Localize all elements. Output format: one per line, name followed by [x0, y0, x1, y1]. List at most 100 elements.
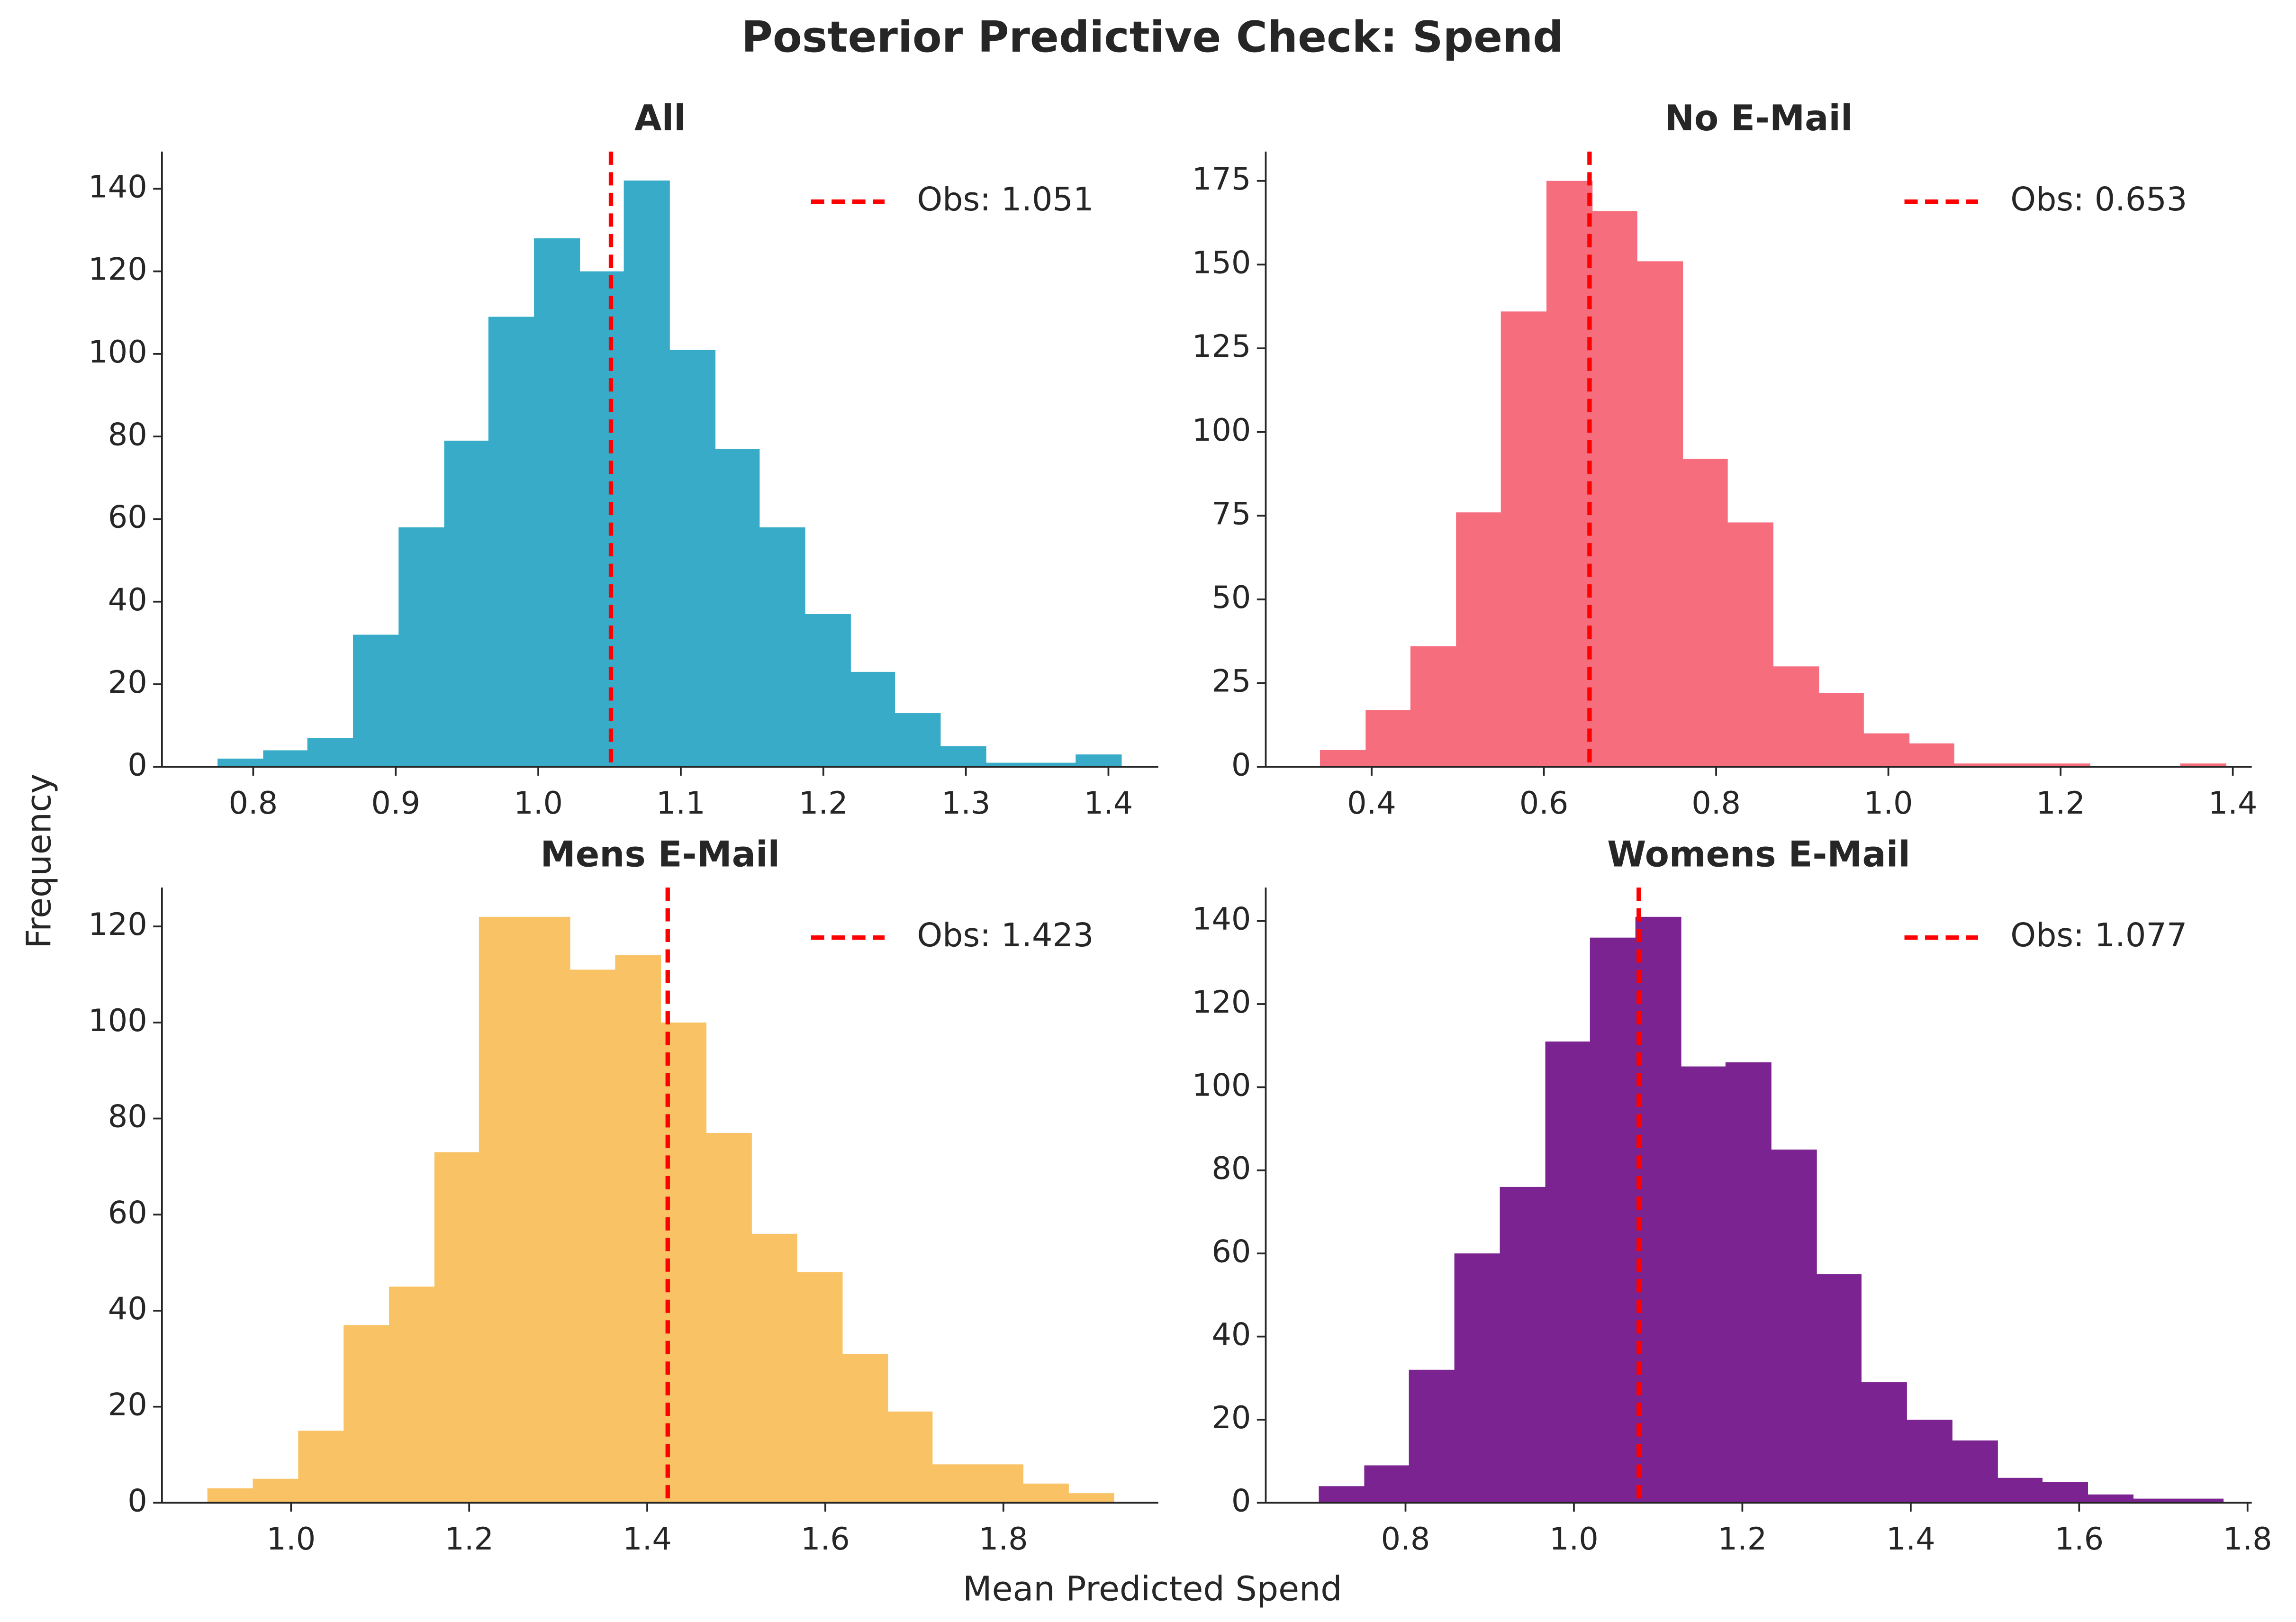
bar [444, 440, 489, 767]
bar [895, 713, 941, 767]
bar [1636, 261, 1683, 767]
bar [1682, 459, 1728, 767]
bar [253, 1478, 299, 1503]
bar [534, 238, 580, 767]
bar [1023, 1483, 1069, 1503]
bar [887, 1411, 933, 1503]
bar [1365, 710, 1411, 767]
bar [1068, 1493, 1114, 1503]
y-tick-label: 20 [1211, 1400, 1251, 1436]
bar [2088, 1494, 2133, 1503]
bar [1906, 1420, 1953, 1503]
y-tick-label: 40 [1211, 1317, 1251, 1353]
y-tick-label: 0 [127, 747, 147, 783]
x-tick-label: 1.6 [801, 1521, 850, 1557]
bar [1320, 750, 1366, 767]
x-tick-label: 1.4 [2208, 785, 2258, 821]
bar [1592, 211, 1637, 767]
bar [1816, 1274, 1862, 1503]
x-tick-label: 1.0 [514, 785, 563, 821]
y-tick-label: 60 [108, 499, 147, 535]
y-tick-label: 0 [1231, 1483, 1251, 1519]
x-tick-label: 1.2 [444, 1521, 494, 1557]
bar [1725, 1062, 1772, 1503]
legend-label: Obs: 1.077 [2010, 917, 2187, 954]
x-tick-label: 1.2 [2036, 785, 2085, 821]
bar [2133, 1498, 2178, 1503]
bar [263, 750, 308, 767]
x-tick-label: 0.6 [1519, 785, 1569, 821]
x-tick-label: 1.0 [266, 1521, 316, 1557]
bar [1456, 512, 1501, 767]
bar [940, 746, 986, 767]
bar [1773, 666, 1819, 767]
y-tick-label: 120 [88, 906, 147, 942]
y-tick-label: 80 [108, 417, 147, 453]
y-tick-label: 140 [1192, 901, 1251, 937]
x-tick-label: 1.8 [979, 1521, 1028, 1557]
subplot: 0 20 40 60 80 100 120 140 0.8 0.9 1.0 1.1 1.2 1.3 1.4 O… [88, 98, 1158, 821]
subplot-title: Womens E-Mail [1607, 834, 1910, 875]
x-tick-label: 1.4 [623, 1521, 672, 1557]
bar [1863, 733, 1910, 767]
x-tick-label: 1.4 [1886, 1521, 1935, 1557]
y-tick-label: 60 [1211, 1233, 1251, 1269]
bar [1681, 1066, 1726, 1503]
bar [1546, 181, 1593, 767]
bar [1454, 1253, 1501, 1503]
bar [1319, 1486, 1365, 1503]
y-tick-label: 25 [1211, 663, 1251, 699]
bar [307, 738, 353, 767]
bar [1771, 1149, 1817, 1503]
y-tick-label: 20 [108, 1387, 147, 1423]
y-tick-label: 175 [1192, 161, 1251, 197]
subplot: 0 20 40 60 80 100 120 140 0.8 1.0 1.2 1.4 1.6 1.8 Obs:… [1192, 834, 2272, 1557]
bar [1952, 1440, 1998, 1503]
x-tick-label: 1.8 [2223, 1521, 2272, 1557]
bar [977, 1464, 1024, 1503]
bar [298, 1431, 344, 1503]
y-tick-label: 40 [108, 1291, 147, 1327]
bar [1818, 693, 1864, 767]
x-tick-label: 1.0 [1864, 785, 1913, 821]
bar [1364, 1465, 1410, 1503]
legend-label: Obs: 0.653 [2010, 181, 2187, 218]
y-tick-label: 60 [108, 1195, 147, 1231]
bar [1410, 646, 1457, 767]
x-tick-label: 0.9 [371, 785, 420, 821]
y-tick-label: 20 [108, 664, 147, 700]
y-tick-label: 75 [1211, 496, 1251, 532]
bar [1545, 1041, 1591, 1503]
x-tick-label: 1.3 [941, 785, 991, 821]
bar [488, 317, 534, 767]
bar [1727, 522, 1773, 767]
bar [1635, 916, 1681, 1503]
x-tick-label: 0.8 [1381, 1521, 1430, 1557]
bar [1409, 1369, 1455, 1503]
bar [524, 916, 570, 1503]
bar [434, 1152, 479, 1503]
x-tick-label: 0.8 [1691, 785, 1741, 821]
y-tick-label: 100 [1192, 412, 1251, 448]
y-tick-label: 120 [1192, 984, 1251, 1020]
subplot-title: Mens E-Mail [541, 834, 780, 875]
bar [850, 671, 895, 767]
bar [985, 762, 1032, 767]
bar [2045, 763, 2090, 767]
bar [1031, 762, 1076, 767]
y-tick-label: 100 [88, 334, 147, 370]
bar [615, 955, 661, 1503]
y-tick-label: 150 [1192, 245, 1251, 281]
bar [624, 180, 670, 767]
bar [932, 1464, 978, 1503]
bar [569, 970, 616, 1503]
bar [1590, 937, 1636, 1503]
y-tick-label: 0 [1231, 747, 1251, 783]
subplot-title: No E-Mail [1665, 98, 1853, 139]
bar [343, 1325, 390, 1503]
y-tick-label: 100 [1192, 1067, 1251, 1103]
legend-label: Obs: 1.423 [917, 917, 1094, 954]
y-tick-label: 80 [108, 1099, 147, 1135]
y-axis-label: Frequency [19, 774, 59, 949]
